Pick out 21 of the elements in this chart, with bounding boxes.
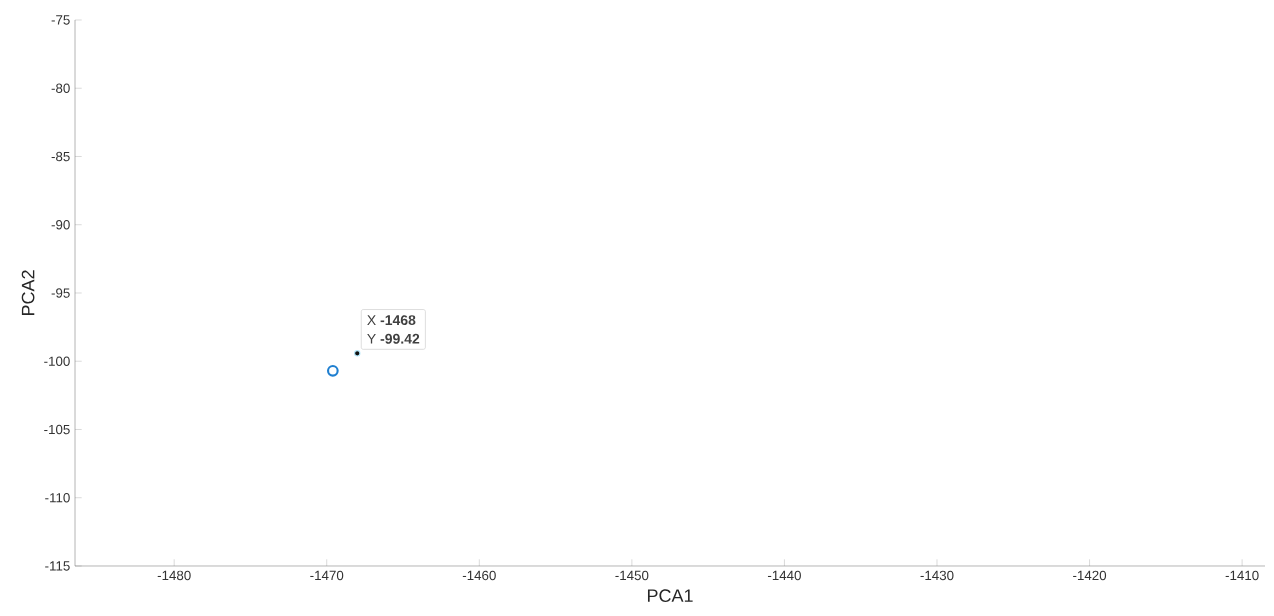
y-axis-title: PCA2 [21,270,35,316]
x-tick-label: -1410 [1225,570,1259,581]
x-tick-label: -1450 [615,570,649,581]
y-tick-label: -105 [44,424,70,435]
annotation: Y -99.42 [367,333,420,344]
y-tick-label: -95 [51,288,70,298]
y-tick-label: -75 [51,15,70,25]
y-tick-label: -115 [45,561,70,571]
y-tick-label: -90 [51,220,70,230]
y-tick-label: -85 [51,151,70,162]
y-tick-label: -100 [44,356,70,366]
annotation: X -1468 [367,315,416,326]
x-tick-label: -1440 [767,570,801,581]
y-tick-label: -80 [51,83,70,93]
y-tick-label: -110 [45,493,70,503]
x-axis-title: PCA1 [647,589,693,603]
x-tick-label: -1420 [1073,570,1107,581]
x-tick-label: -1470 [310,570,344,581]
x-tick-label: -1460 [462,570,496,581]
x-tick-label: -1480 [157,570,191,581]
x-tick-label: -1430 [920,570,954,581]
